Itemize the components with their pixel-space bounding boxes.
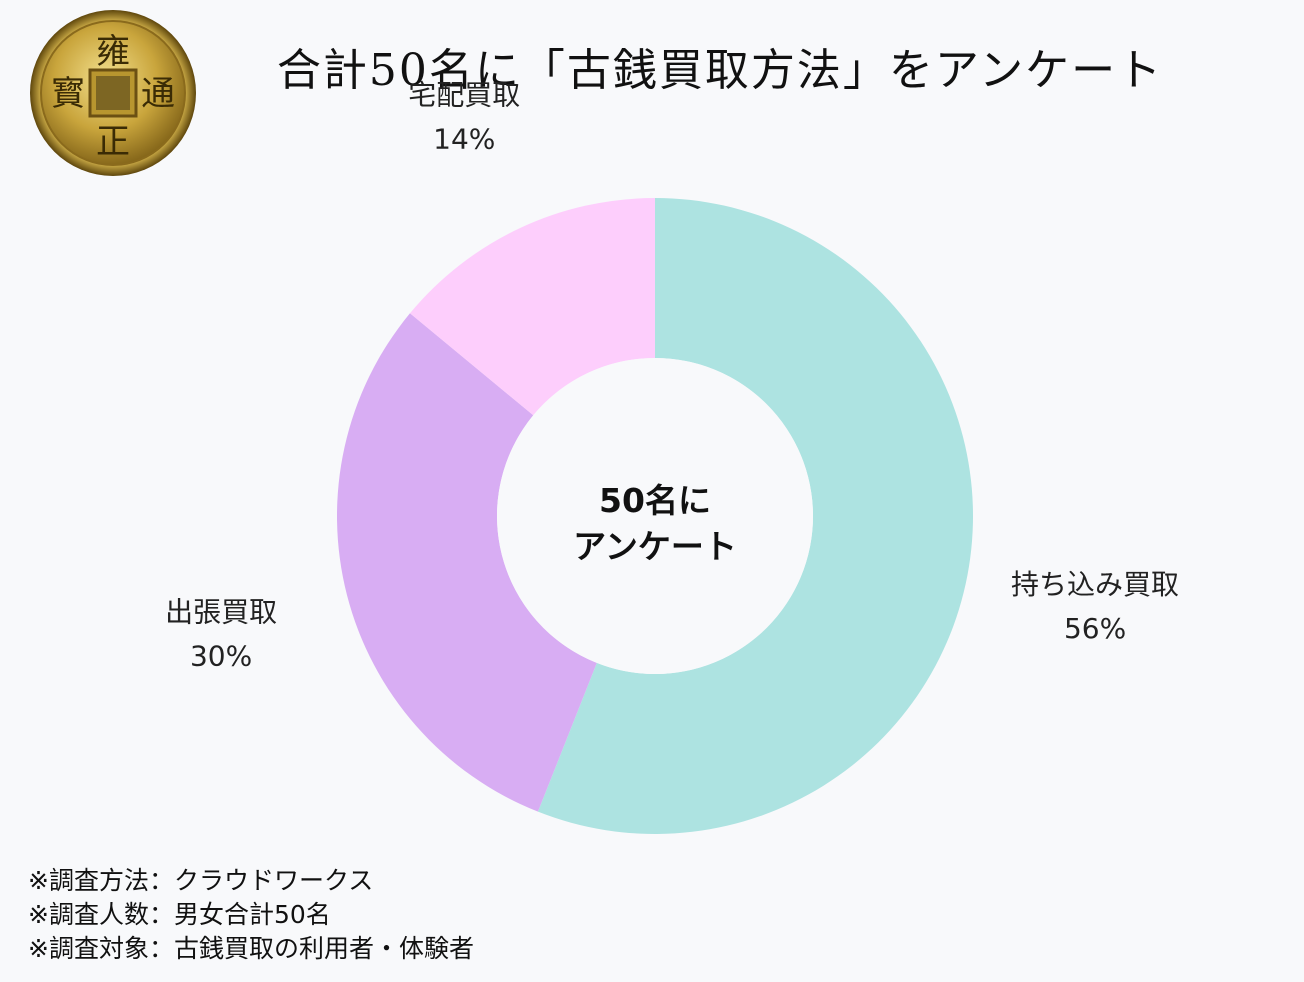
coin-char-left: 寳: [51, 74, 85, 114]
slice-label-1: 出張買取: [165, 595, 277, 628]
note-count: ※調査人数：男女合計50名: [28, 900, 331, 929]
slice-0: [537, 198, 973, 834]
chart-labels: 持ち込み買取 56% 出張買取 30% 宅配買取 14%: [165, 79, 1179, 673]
center-label-line2: アンケート: [573, 527, 737, 566]
coin-char-top: 雍: [96, 32, 130, 72]
slice-percent-2: 14%: [433, 123, 495, 156]
coin-logo: 雍 正 寳 通: [30, 10, 196, 176]
slice-2: [409, 198, 655, 416]
slice-label-0: 持ち込み買取: [1011, 568, 1179, 601]
coin-char-right: 通: [141, 74, 175, 114]
coin-hole: [96, 76, 130, 110]
slice-1: [336, 313, 597, 812]
chart-title: 合計50名に「古銭買取方法」をアンケート: [276, 45, 1164, 96]
note-method: ※調査方法：クラウドワークス: [28, 866, 374, 895]
slice-percent-1: 30%: [190, 639, 252, 672]
chart-slices: [336, 198, 973, 834]
survey-notes: ※調査方法：クラウドワークス ※調査人数：男女合計50名 ※調査対象：古銭買取の…: [28, 864, 474, 966]
center-label-line1: 50名に: [599, 481, 711, 520]
coin-char-bottom: 正: [96, 122, 130, 162]
slice-percent-0: 56%: [1064, 612, 1126, 645]
note-target: ※調査対象：古銭買取の利用者・体験者: [28, 934, 474, 963]
slice-label-2: 宅配買取: [408, 79, 520, 112]
donut-hole: [497, 358, 813, 674]
